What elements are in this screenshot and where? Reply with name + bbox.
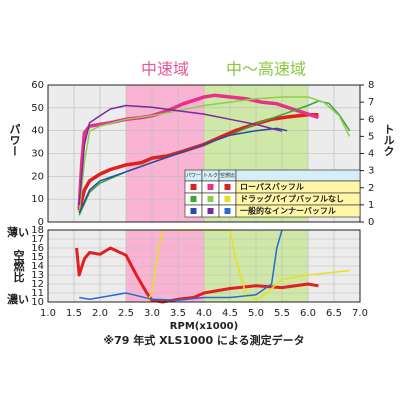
y-tick-label: 30 [31,149,44,160]
y2-tick-label: 7 [368,97,374,108]
band-label: 中速域 [141,60,189,79]
bottom-note: 濃い [7,292,29,306]
legend-swatch [190,208,197,214]
legend-swatch [207,184,214,190]
series-line [77,93,319,209]
y-tick-label: 15 [31,252,44,263]
x-tick-label: 5.5 [274,308,290,319]
x-tick-label: 1.5 [66,308,82,319]
legend-swatch [190,184,197,190]
legend-swatch [224,184,231,190]
series-line [75,246,319,304]
legend-column: 空燃比 [220,172,235,179]
x-tick-label: 7.0 [352,308,368,319]
y2-tick-label: 4 [368,149,374,160]
y2-axis-label: トルク [382,124,395,157]
y2-tick-label: 1 [368,200,374,211]
y2-tick-label: 8 [368,80,374,91]
y-tick-label: 0 [38,217,44,228]
series-line [78,127,288,214]
y-tick-label: 20 [31,171,44,182]
x-tick-label: 2.0 [92,308,108,319]
y2-tick-label: 2 [368,183,374,194]
y2-tick-label: 0 [368,217,374,228]
y-axis-label: パワー [8,123,21,156]
legend-column: トルク [203,173,218,179]
y2-tick-label: 5 [368,131,374,142]
y-tick-label: 13 [31,270,44,281]
footnote: ※79 年式 XLS1000 による測定データ [103,333,304,347]
legend-swatch [224,196,231,202]
legend-column: パワー [186,173,201,179]
legend-swatch [207,208,214,214]
y2-tick-label: 3 [368,166,374,177]
legend-swatch [207,196,214,202]
series-line [78,104,283,205]
y-tick-label: 50 [31,103,44,114]
series-line [79,229,283,301]
x-axis-label: RPM(x1000) [170,321,238,332]
legend-label: 一般的なインナーバッフル [240,206,336,216]
y-tick-label: 14 [31,261,44,272]
y-tick-label: 10 [31,297,44,308]
legend-name-cell [235,204,361,218]
x-tick-label: 2.5 [118,308,134,319]
y-tick-label: 12 [31,279,44,290]
legend-header-cell [235,169,361,182]
legend-label: ドラッグパイプバッフルなし [240,194,344,204]
y-tick-label: 17 [31,234,44,245]
series-line [77,112,319,212]
x-tick-label: 5.0 [248,308,264,319]
y-tick-label: 18 [31,225,44,236]
x-tick-label: 6.0 [300,308,316,319]
x-tick-label: 1.0 [40,308,56,319]
y2-tick-label: 6 [368,114,374,125]
y-tick-label: 40 [31,126,44,137]
y-tick-label: 60 [31,80,44,91]
plot-frame [47,229,361,303]
x-tick-label: 4.5 [222,308,238,319]
top-note: 薄い [7,225,29,239]
y-tick-label: 11 [31,288,44,299]
x-tick-label: 3.0 [144,308,160,319]
x-tick-label: 6.5 [326,308,342,319]
legend-swatch [224,208,231,214]
legend-swatch [190,196,197,202]
x-tick-label: 3.5 [170,308,186,319]
y-tick-label: 16 [31,243,44,254]
series-line [146,229,350,303]
y-tick-label: 10 [31,194,44,205]
band-label: 中〜高速域 [226,60,306,79]
y-axis-label: 空燃比 [12,248,26,283]
plot-frame [47,84,361,223]
x-tick-label: 4.0 [196,308,212,319]
legend-label: ローパスバッフル [240,182,304,192]
series-line [78,96,351,214]
